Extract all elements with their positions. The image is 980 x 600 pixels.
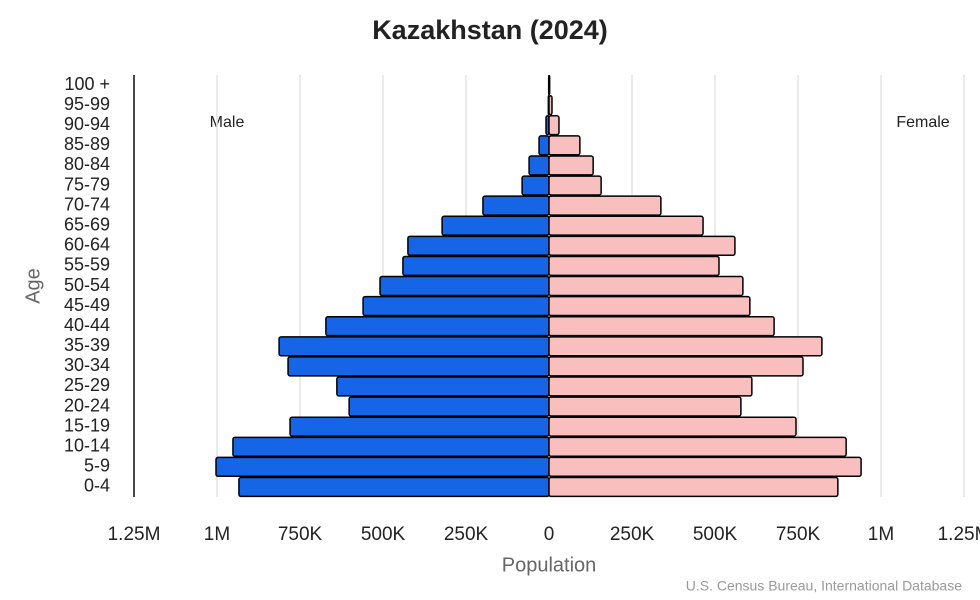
bar [402,255,550,277]
y-tick-label: 15-19 [64,415,110,435]
bar [379,275,550,297]
bar [548,336,823,357]
bar [528,155,550,176]
y-tick-label: 60-64 [64,235,110,255]
bar [548,275,744,297]
y-tick-label: 70-74 [64,194,110,214]
bar [548,376,753,397]
y-tick-label: 30-34 [64,355,110,375]
x-tick-label: 1.25M [108,524,161,545]
chart-title: Kazakhstan (2024) [372,15,608,45]
legend-label: Male [210,114,245,131]
bar [548,74,551,96]
bar [336,376,550,397]
bar [548,315,775,337]
x-tick-label: 1M [204,524,230,545]
bar [407,235,550,257]
y-tick-label: 25-29 [64,375,110,395]
bar [548,235,736,257]
y-tick-label: 20-24 [64,395,110,415]
bar [521,175,550,196]
y-axis-label: Age [22,268,44,304]
y-tick-label: 40-44 [64,315,110,335]
bar [278,336,550,357]
bar [441,215,550,236]
source-note: U.S. Census Bureau, International Databa… [686,578,962,594]
y-tick-label: 90-94 [64,114,110,134]
bar [287,356,550,377]
x-tick-label: 500K [361,524,406,545]
y-tick-label: 95-99 [64,94,110,114]
bar [548,195,662,216]
y-tick-label: 85-89 [64,134,110,154]
bar [548,476,839,498]
y-tick-label: 50-54 [64,275,110,295]
bar [215,456,550,478]
x-tick-label: 750K [776,524,821,545]
x-tick-label: 250K [610,524,655,545]
y-tick-label: 35-39 [64,335,110,355]
bar [548,255,720,277]
y-tick-label: 45-49 [64,295,110,315]
x-tick-label: 500K [693,524,738,545]
bar [548,115,560,136]
bar [548,416,797,437]
bar [238,476,550,498]
bar [232,436,550,457]
bar [548,356,804,377]
bar [548,295,751,317]
bar [548,175,602,196]
y-tick-label: 80-84 [64,154,110,174]
bar [548,94,553,116]
x-tick-label: 250K [444,524,489,545]
bar [548,155,594,176]
x-tick-label: 0 [544,524,555,545]
legend-label: Female [896,114,949,131]
bar [362,295,550,317]
bar [348,396,550,417]
x-tick-label: 1M [868,524,894,545]
y-tick-label: 100 + [64,74,110,94]
y-tick-label: 5-9 [84,456,110,476]
bar [482,195,550,216]
bar [548,135,581,156]
bar [548,396,742,417]
x-axis-label: Population [502,554,597,576]
y-tick-label: 10-14 [64,436,110,456]
bar [548,456,862,478]
bar [289,416,550,437]
bar [325,315,550,337]
y-tick-label: 65-69 [64,214,110,234]
x-tick-label: 750K [278,524,323,545]
y-tick-label: 0-4 [84,476,110,496]
bar [548,215,704,236]
bar [538,135,550,156]
y-tick-label: 75-79 [64,174,110,194]
bar [548,436,847,457]
y-tick-label: 55-59 [64,255,110,275]
x-tick-label: 1.25M [938,524,980,545]
